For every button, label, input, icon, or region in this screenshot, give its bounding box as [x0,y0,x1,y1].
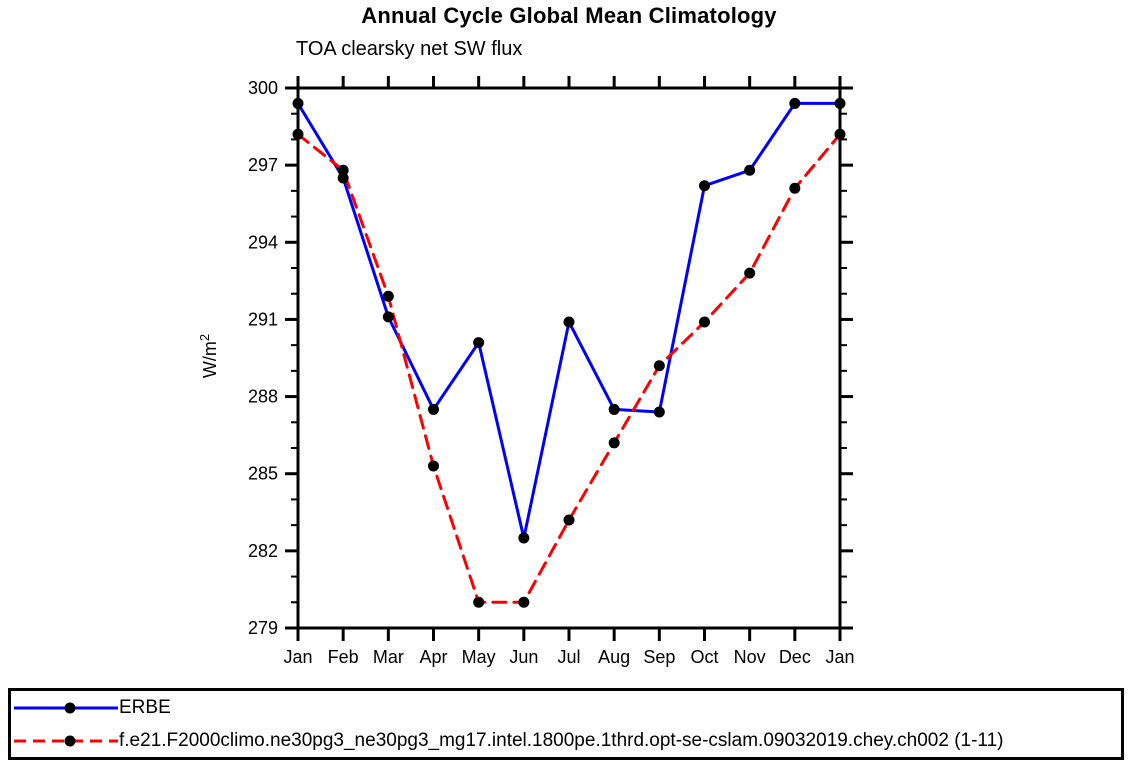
data-point-marker [653,360,665,372]
data-point-marker [608,403,620,415]
data-point-marker [744,267,756,279]
y-axis-tick-label: 279 [248,618,278,638]
x-axis-tick-label: Jan [283,647,312,667]
plot-frame [296,86,842,630]
legend-item-erbe: ERBE [13,691,1121,724]
x-axis-tick-label: May [462,647,496,667]
model-line-sample-icon [14,735,118,746]
data-point-marker [382,311,394,323]
data-point-marker [292,128,304,140]
data-point-marker [292,97,304,109]
y-axis-tick-label: 291 [248,309,278,329]
x-axis-tick-label: Dec [779,647,811,667]
x-axis-tick-label: Sep [643,647,675,667]
x-axis-tick-label: Aug [598,647,630,667]
series-line-1 [296,132,842,604]
x-axis-tick-label: Oct [690,647,718,667]
chart-title: Annual Cycle Global Mean Climatology [361,3,777,28]
legend-box: ERBE f.e21.F2000climo.ne30pg3_ne30pg3_mg… [8,688,1124,760]
data-point-marker [337,164,349,176]
data-point-marker [337,172,349,184]
y-axis-tick-label: 285 [248,464,278,484]
data-point-marker [473,596,485,608]
legend-item-model: f.e21.F2000climo.ne30pg3_ne30pg3_mg17.in… [13,724,1121,757]
erbe-line-sample-icon [14,702,118,713]
y-axis-tick-label: 282 [248,541,278,561]
x-axis-tick-label: Nov [734,647,766,667]
data-point-marker [608,437,620,449]
data-point-marker [382,290,394,302]
data-point-marker [699,316,710,328]
data-point-marker [473,337,485,349]
data-point-marker [428,403,439,415]
x-axis-tick-label: Apr [419,647,447,667]
legend-label-model: f.e21.F2000climo.ne30pg3_ne30pg3_mg17.in… [119,730,1004,751]
data-point-marker [834,97,846,109]
data-point-marker [518,532,530,544]
chart-subtitle: TOA clearsky net SW flux [296,38,523,60]
data-point-marker [789,182,801,194]
x-axis-tick-label: Jan [825,647,854,667]
legend-label-erbe: ERBE [119,697,171,718]
data-point-marker [834,128,846,140]
data-point-marker [653,406,665,418]
y-axis-tick-label: 300 [248,78,278,98]
data-point-marker [428,460,439,472]
data-point-marker [518,596,530,608]
x-axis-tick-label: Jul [557,647,580,667]
x-axis-tick-label: Mar [373,647,404,667]
data-point-marker [563,316,575,328]
data-point-marker [744,164,756,176]
x-axis-tick-label: Jun [509,647,538,667]
y-axis-tick-label: 288 [248,387,278,407]
y-axis-tick-label: 294 [248,232,278,252]
data-point-marker [563,514,575,526]
x-axis-tick-label: Feb [328,647,359,667]
y-axis-title: W/m2 [197,334,220,378]
data-point-marker [699,180,710,192]
data-point-marker [789,97,801,109]
y-axis-tick-label: 297 [248,155,278,175]
